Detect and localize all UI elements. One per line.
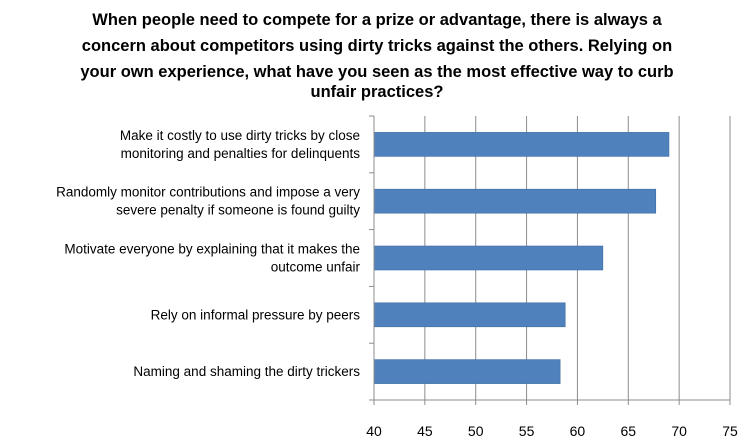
chart-title: When people need to compete for a prize … xyxy=(80,11,673,101)
category-label-1: monitoring and penalties for delinquents xyxy=(121,146,361,161)
x-tick-labels: 40 45 50 55 60 65 70 75 xyxy=(366,423,738,439)
x-tick-label-55: 55 xyxy=(519,423,535,439)
x-tick-label-70: 70 xyxy=(671,423,687,439)
category-label-2: Randomly monitor contributions and impos… xyxy=(56,185,360,200)
x-tick-label-40: 40 xyxy=(366,423,382,439)
category-labels: Make it costly to use dirty tricks by cl… xyxy=(56,128,360,379)
bar-4 xyxy=(373,302,566,328)
x-tick-label-45: 45 xyxy=(417,423,433,439)
category-label-3: outcome unfair xyxy=(271,260,361,275)
x-tick-label-65: 65 xyxy=(620,423,636,439)
category-label-1: Make it costly to use dirty tricks by cl… xyxy=(120,128,360,143)
chart-title-line-2: concern about competitors using dirty tr… xyxy=(82,37,672,55)
x-tick-label-60: 60 xyxy=(570,423,586,439)
bar-2 xyxy=(373,188,657,214)
chart-title-line-1: When people need to compete for a prize … xyxy=(92,11,662,29)
bars xyxy=(373,132,670,384)
x-tick-label-50: 50 xyxy=(468,423,484,439)
category-label-4: Rely on informal pressure by peers xyxy=(151,307,361,322)
x-tick-label-75: 75 xyxy=(722,423,738,439)
category-label-3: Motivate everyone by explaining that it … xyxy=(64,242,360,257)
bar-1 xyxy=(373,132,670,157)
category-label-2: severe penalty if someone is found guilt… xyxy=(116,203,360,218)
bar-3 xyxy=(373,245,604,271)
category-label-5: Naming and shaming the dirty trickers xyxy=(133,364,360,379)
axes xyxy=(369,115,731,405)
chart-title-line-4: unfair practices? xyxy=(311,83,444,101)
bar-5 xyxy=(373,359,561,384)
chart-title-line-3: your own experience, what have you seen … xyxy=(80,63,673,81)
